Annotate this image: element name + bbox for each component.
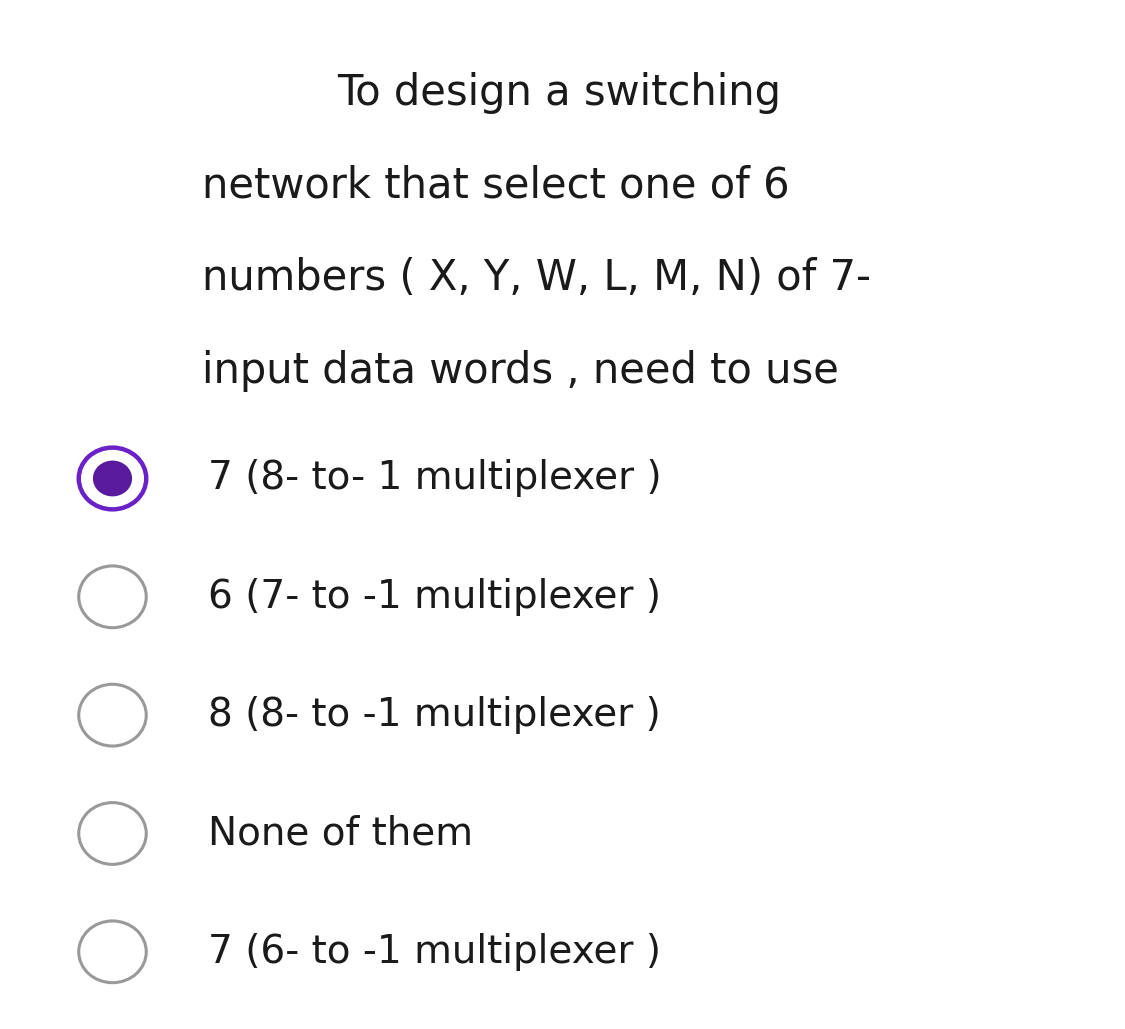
Text: 7 (8- to- 1 multiplexer ): 7 (8- to- 1 multiplexer ) (208, 460, 662, 497)
Text: 6 (7- to -1 multiplexer ): 6 (7- to -1 multiplexer ) (208, 578, 662, 615)
Text: To design a switching: To design a switching (338, 72, 782, 114)
Text: numbers ( X, Y, W, L, M, N) of 7-: numbers ( X, Y, W, L, M, N) of 7- (202, 257, 872, 299)
Text: 8 (8- to -1 multiplexer ): 8 (8- to -1 multiplexer ) (208, 697, 660, 734)
Text: input data words , need to use: input data words , need to use (202, 350, 839, 392)
Circle shape (93, 461, 132, 496)
Text: 7 (6- to -1 multiplexer ): 7 (6- to -1 multiplexer ) (208, 933, 662, 970)
Text: network that select one of 6: network that select one of 6 (202, 165, 790, 207)
Text: None of them: None of them (208, 815, 474, 852)
